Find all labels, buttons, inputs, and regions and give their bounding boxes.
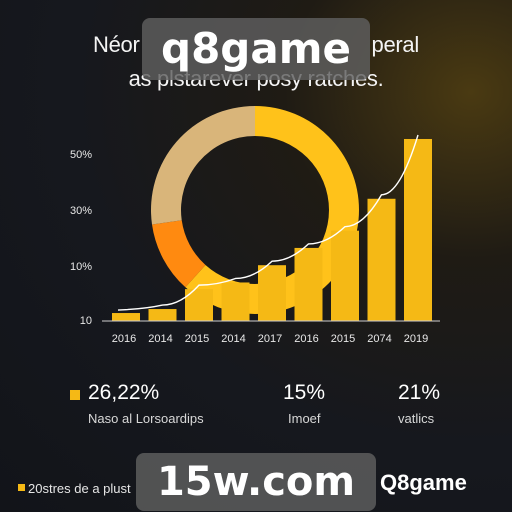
- donut-ring: [151, 106, 359, 314]
- watermark-top: q8game: [142, 18, 370, 80]
- y-tick-label: 10%: [70, 261, 92, 273]
- bars: [112, 138, 432, 321]
- x-tick-label: 2074: [367, 333, 391, 345]
- stat-label-3: vatlics: [398, 411, 435, 426]
- bar: [148, 309, 177, 321]
- x-tick-label: 2014: [148, 333, 172, 345]
- bar: [112, 313, 140, 321]
- watermark-bottom: 15w.com: [136, 453, 376, 511]
- bar: [404, 138, 432, 321]
- stat-label-2: Imoef: [288, 411, 321, 426]
- stat-value-3: 21%: [398, 381, 441, 404]
- chart-title-end: peral: [371, 32, 420, 57]
- x-tick-label: 2016: [112, 333, 136, 345]
- y-tick-label: 10: [80, 315, 92, 327]
- x-tick-label: 2017: [258, 333, 282, 345]
- trend-line-path: [117, 134, 419, 311]
- stat-value-2: 15%: [283, 381, 326, 404]
- bar: [294, 247, 323, 321]
- donut-segment-orange: [152, 220, 206, 288]
- stat-value-1: 26,22%: [88, 381, 160, 404]
- chart-title-start: Néor: [93, 32, 140, 57]
- x-tick-label: 2016: [294, 333, 318, 345]
- footer-square: [18, 484, 25, 491]
- y-tick-label: 50%: [70, 149, 92, 161]
- bar: [258, 265, 286, 321]
- x-tick-label: 2014: [221, 333, 245, 345]
- footer-text: 20stres de a plust: [28, 481, 131, 496]
- legend-square: [70, 390, 80, 400]
- x-tick-label: 2015: [185, 333, 209, 345]
- footer-brand: Q8game: [380, 470, 467, 495]
- bar: [367, 198, 396, 321]
- y-tick-label: 30%: [70, 205, 92, 217]
- stat-label-1: Naso al Lorsoardips: [88, 411, 204, 426]
- x-tick-label: 2015: [331, 333, 355, 345]
- trend-line: [117, 134, 419, 311]
- y-axis: 10 10% 30% 50%: [70, 149, 92, 327]
- donut-segment-tan: [151, 106, 255, 225]
- x-axis: 2016 2014 2015 2014 2017 2016 2015 2074 2019: [112, 333, 428, 345]
- chart-title-line-1: Néor peral: [0, 32, 512, 58]
- x-tick-label: 2019: [404, 333, 428, 345]
- bar: [331, 230, 359, 321]
- bar: [221, 282, 250, 321]
